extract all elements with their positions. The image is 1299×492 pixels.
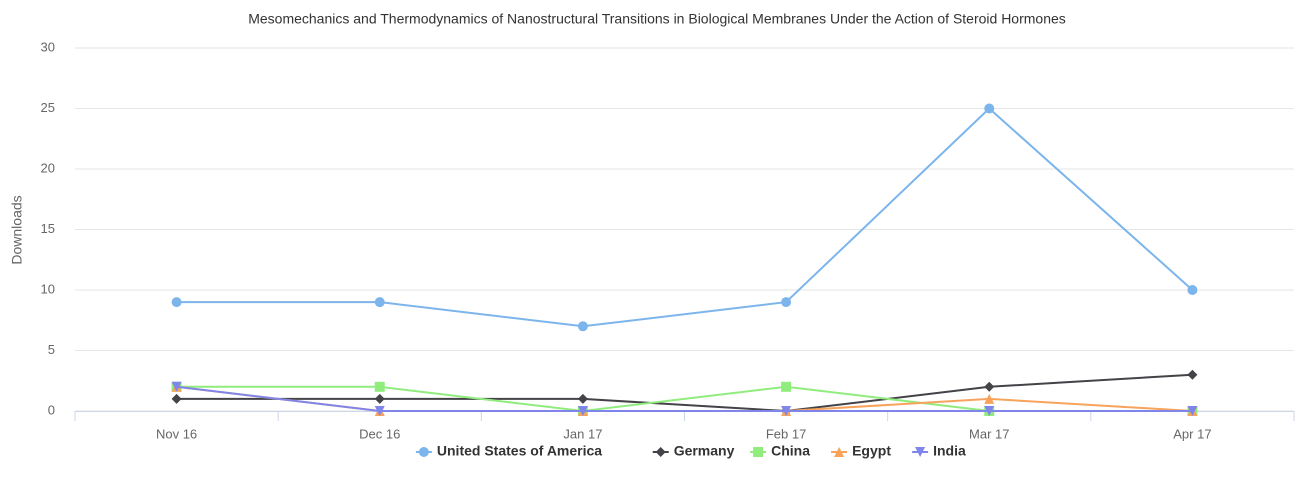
marker bbox=[753, 447, 764, 457]
marker bbox=[577, 406, 588, 416]
marker bbox=[577, 321, 588, 332]
marker bbox=[418, 447, 429, 457]
marker bbox=[781, 297, 792, 308]
marker bbox=[374, 393, 385, 404]
series-line bbox=[176, 107, 1194, 328]
marker bbox=[374, 406, 385, 416]
marker bbox=[171, 381, 182, 392]
marker bbox=[984, 103, 995, 114]
y-tick-label: 15 bbox=[41, 221, 55, 236]
marker bbox=[577, 393, 588, 404]
marker bbox=[171, 297, 182, 308]
y-tick-label: 0 bbox=[48, 402, 55, 417]
legend-label: United States of America bbox=[437, 443, 602, 459]
series bbox=[171, 381, 1198, 416]
series-line bbox=[176, 373, 1193, 413]
legend-label: India bbox=[933, 443, 966, 459]
marker bbox=[834, 447, 845, 457]
marker bbox=[984, 406, 995, 416]
marker bbox=[374, 297, 385, 308]
legend-label: Egypt bbox=[852, 443, 891, 459]
y-tick-label: 25 bbox=[41, 100, 55, 115]
series-line bbox=[176, 385, 1193, 412]
legend: United States of America Germany China Egyp… bbox=[415, 443, 966, 459]
y-tick-label: 30 bbox=[41, 39, 55, 54]
marker bbox=[655, 447, 666, 457]
marker bbox=[781, 406, 792, 416]
marker bbox=[1187, 406, 1198, 416]
x-tick-label: Mar 17 bbox=[969, 426, 1009, 441]
marker bbox=[984, 393, 995, 404]
marker bbox=[781, 381, 792, 392]
x-tick-label: Apr 17 bbox=[1173, 426, 1211, 441]
y-tick-label: 10 bbox=[41, 281, 55, 296]
y-tick-label: 5 bbox=[48, 342, 55, 357]
x-tick-label: Jan 17 bbox=[563, 426, 602, 441]
x-tick-label: Nov 16 bbox=[156, 426, 197, 441]
y-tick-label: 20 bbox=[41, 160, 55, 175]
marker bbox=[1187, 285, 1198, 295]
legend-label: China bbox=[771, 443, 810, 459]
marker bbox=[915, 447, 926, 457]
series bbox=[171, 369, 1198, 416]
marker bbox=[1187, 369, 1198, 380]
x-tick-label: Dec 16 bbox=[359, 426, 400, 441]
x-tick-label: Feb 17 bbox=[766, 426, 806, 441]
series bbox=[171, 103, 1198, 332]
marker bbox=[984, 381, 995, 392]
marker bbox=[374, 381, 385, 392]
y-axis-label: Downloads bbox=[9, 195, 25, 264]
marker bbox=[171, 393, 182, 404]
legend-label: Germany bbox=[674, 443, 735, 459]
chart-title: Mesomechanics and Thermodynamics of Nano… bbox=[248, 11, 1066, 27]
